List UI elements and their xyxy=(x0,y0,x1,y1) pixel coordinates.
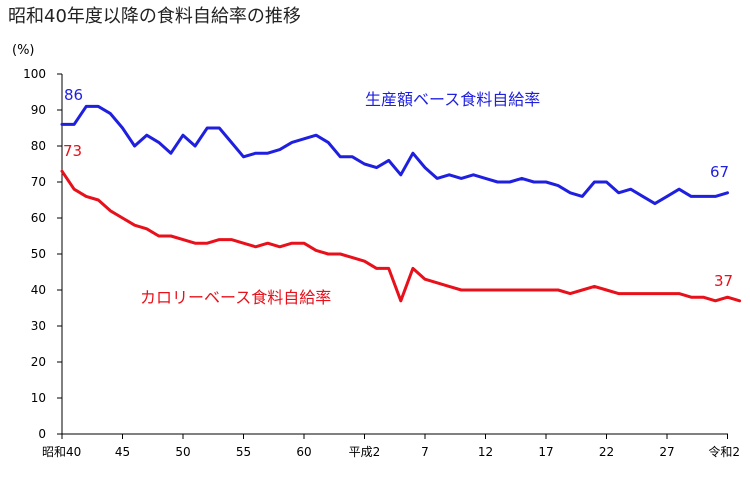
x-tick-label: 55 xyxy=(236,445,251,459)
y-tick-label: 60 xyxy=(31,211,46,225)
x-tick-label: 7 xyxy=(421,445,429,459)
x-axis-ticks: 昭和40 45 50 55 60 平成2 7 12 17 22 27 令和2 xyxy=(42,434,740,459)
production-value-end-label: 67 xyxy=(710,163,729,181)
calorie-end-label: 37 xyxy=(714,272,733,290)
production-value-start-label: 86 xyxy=(64,86,83,104)
x-tick-label: 27 xyxy=(659,445,674,459)
chart-title: 昭和40年度以降の食料自給率の推移 xyxy=(8,6,301,27)
y-tick-label: 40 xyxy=(31,283,46,297)
x-tick-label: 45 xyxy=(115,445,130,459)
y-tick-label: 50 xyxy=(31,247,46,261)
calorie-series-label: カロリーベース食料自給率 xyxy=(140,288,331,307)
series-layer xyxy=(60,104,742,303)
x-tick-label: 令和2 xyxy=(708,444,740,459)
calorie-line xyxy=(60,169,742,303)
y-tick-label: 70 xyxy=(31,175,46,189)
x-tick-label: 昭和40 xyxy=(42,445,81,459)
x-tick-label: 12 xyxy=(478,445,493,459)
production-value-series-label: 生産額ベース食料自給率 xyxy=(365,90,540,109)
x-tick-label: 平成2 xyxy=(349,445,381,459)
y-axis-unit-label: (%) xyxy=(12,43,35,58)
y-tick-label: 80 xyxy=(31,139,46,153)
y-tick-label: 100 xyxy=(23,67,46,81)
x-tick-label: 22 xyxy=(599,445,614,459)
y-tick-label: 10 xyxy=(31,391,46,405)
x-tick-label: 60 xyxy=(296,445,311,459)
calorie-start-label: 73 xyxy=(63,142,82,160)
x-tick-label: 17 xyxy=(538,445,553,459)
y-axis-ticks: 0 10 20 30 40 50 60 70 80 90 100 xyxy=(23,67,62,441)
y-tick-label: 30 xyxy=(31,319,46,333)
y-tick-label: 90 xyxy=(31,103,46,117)
production-value-line xyxy=(60,104,729,206)
y-tick-label: 0 xyxy=(38,427,46,441)
y-tick-label: 20 xyxy=(31,355,46,369)
x-tick-label: 50 xyxy=(175,445,190,459)
